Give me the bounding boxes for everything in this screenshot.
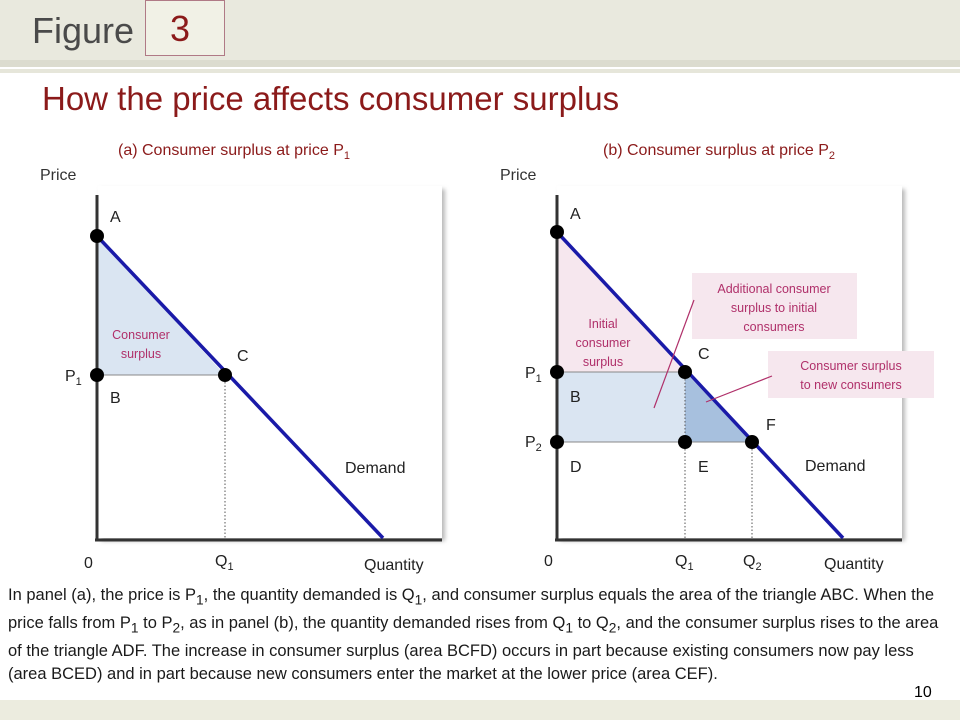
panel-b-point-c-dot (678, 365, 692, 379)
panel-b-additional-line1: Additional consumer (717, 282, 830, 296)
figure-number: 3 (170, 8, 191, 49)
panel-b-point-a-dot (550, 225, 564, 239)
header-stripe-thin (0, 69, 960, 73)
panel-a-point-b-dot (90, 368, 104, 382)
panel-a-x-axis-label: Quantity (364, 557, 424, 574)
panel-b-additional-line3: consumers (743, 320, 804, 334)
figure-caption: In panel (a), the price is P1, the quant… (8, 586, 939, 684)
figure-number-box (145, 0, 225, 56)
panel-a-point-c-dot (218, 368, 232, 382)
panel-b-additional-surplus-area (557, 372, 685, 442)
panel-b-additional-callout-pointer (653, 299, 695, 409)
panel-a-price-p1-label: P1 (65, 368, 82, 388)
panel-a-point-b-label: B (110, 390, 121, 407)
panel-b-point-c-label: C (698, 346, 710, 363)
panel-b-quantity-q2-label: Q2 (743, 553, 762, 573)
panel-b-initial-line3: surplus (583, 355, 623, 369)
panel-b-y-axis-label: Price (500, 167, 537, 184)
panel-b-point-b-label: B (570, 389, 581, 406)
panel-a-point-a-dot (90, 229, 104, 243)
panel-b-initial-line2: consumer (576, 336, 631, 350)
panel-b-demand-label: Demand (805, 458, 865, 475)
panel-b-new-line2: to new consumers (800, 378, 901, 392)
panel-b-point-e-dot (678, 435, 692, 449)
panel-b-title: (b) Consumer surplus at price P2 (603, 142, 835, 162)
panel-b-point-d-label: D (570, 459, 582, 476)
panel-b-point-d-dot (550, 435, 564, 449)
panel-b-point-f-label: F (766, 417, 776, 434)
panel-b-point-e-label: E (698, 459, 709, 476)
panel-b-additional-line2: surplus to initial (731, 301, 817, 315)
panel-b-price-p1-label: P1 (525, 365, 542, 385)
panel-b-quantity-q1-label: Q1 (675, 553, 694, 573)
panel-a-demand-label: Demand (345, 460, 405, 477)
panel-a-point-a-label: A (110, 209, 121, 226)
panel-b-price-p2-label: P2 (525, 434, 542, 454)
panel-b: (b) Consumer surplus at price P2 Price A… (500, 142, 934, 573)
panel-a-quantity-q1-label: Q1 (215, 553, 234, 573)
panel-b-x-axis-label: Quantity (824, 556, 884, 573)
figure-label: Figure (32, 10, 135, 51)
header-stripe (0, 60, 960, 67)
panel-b-point-b-dot (550, 365, 564, 379)
panel-b-new-line1: Consumer surplus (800, 359, 901, 373)
panel-b-point-a-label: A (570, 206, 581, 223)
panel-a-title: (a) Consumer surplus at price P1 (118, 142, 350, 162)
panel-b-origin-label: 0 (544, 553, 553, 570)
panel-b-initial-line1: Initial (588, 317, 617, 331)
panel-b-new-callout-pointer (705, 375, 773, 403)
panel-a-y-axis-label: Price (40, 167, 77, 184)
panel-a-point-c-label: C (237, 348, 249, 365)
panel-a-surplus-label-line1: Consumer (112, 328, 170, 342)
panel-b-demand-curve (555, 230, 845, 540)
panel-b-additional-surplus-callout (692, 273, 857, 339)
footer-band (0, 700, 960, 720)
panel-a-surplus-label-line2: surplus (121, 347, 161, 361)
panel-b-point-f-dot (745, 435, 759, 449)
panel-a: (a) Consumer surplus at price P1 Price A… (40, 142, 442, 574)
panel-a-origin-label: 0 (84, 555, 93, 572)
page-number: 10 (914, 684, 932, 701)
panel-a-demand-curve (95, 234, 385, 540)
slide-title: How the price affects consumer surplus (42, 80, 620, 117)
panel-b-new-consumers-callout (768, 351, 934, 398)
consumer-surplus-diagram: (a) Consumer surplus at price P1 Price A… (40, 142, 934, 574)
